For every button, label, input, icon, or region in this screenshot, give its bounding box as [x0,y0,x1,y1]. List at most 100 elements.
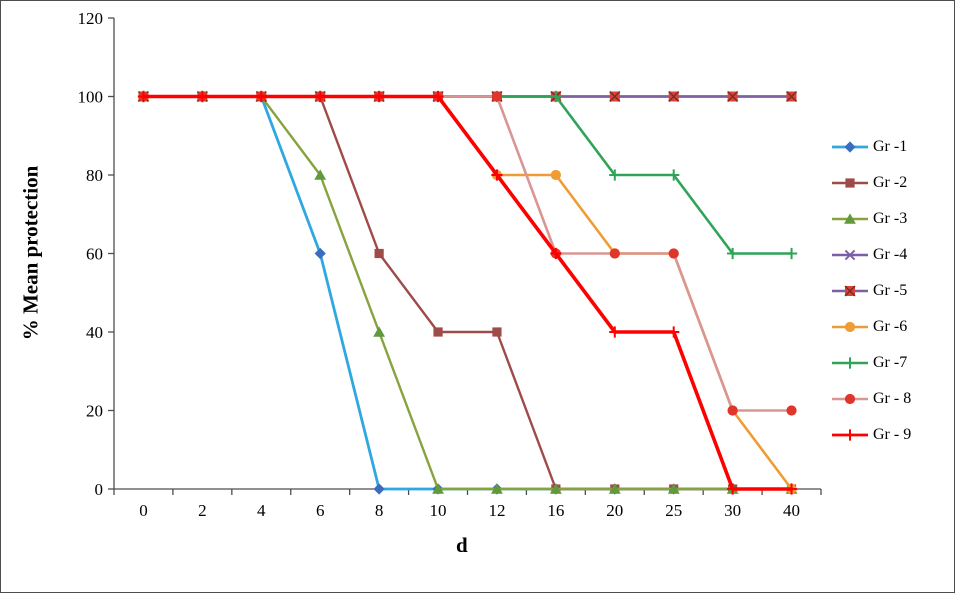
marker [668,326,680,338]
legend-item-gr-6: Gr -6 [831,309,911,345]
marker [727,90,739,103]
marker [844,357,856,369]
marker [491,91,503,102]
marker [844,249,856,261]
series-gr-1 [137,90,798,495]
marker [549,483,562,494]
legend-item-gr-4: Gr -4 [831,237,911,273]
marker [314,90,326,103]
marker [196,90,208,103]
marker [786,405,797,416]
x-tick-label: 25 [665,501,682,520]
marker [433,327,443,337]
legend-label: Gr -5 [873,282,908,299]
series-gr-6 [138,91,797,495]
legend-key-icon [832,321,868,333]
series-line-gr-8 [142,95,793,412]
legend-key-icon [832,178,868,188]
y-tick-label: 60 [86,245,103,264]
marker [255,90,267,103]
x-tick-label: 12 [488,501,505,520]
marker [786,90,798,103]
legend-key-icon [832,141,868,153]
marker [844,393,856,405]
marker [844,141,856,153]
y-tick-label: 0 [95,480,104,499]
x-tick-label: 4 [257,501,266,520]
marker [609,326,621,338]
legend-item-gr-7: Gr -7 [831,345,911,381]
series-line-gr-7 [142,95,793,255]
marker [785,247,798,260]
marker [491,483,503,494]
marker [844,213,856,224]
marker [314,169,327,180]
x-tick-label: 8 [375,501,384,520]
legend-key-icon [832,213,868,224]
x-tick-label: 2 [198,501,207,520]
marker [727,405,738,416]
y-tick-label: 40 [86,323,103,342]
x-tick-label: 30 [724,501,741,520]
legend-label: Gr -7 [873,354,908,371]
marker [432,90,444,103]
marker [668,169,680,181]
legend-item-gr-3: Gr -3 [831,201,911,237]
marker [550,90,562,103]
legend-label: Gr -3 [873,210,908,227]
marker [668,90,680,103]
marker [609,90,621,103]
series-line-gr-9 [141,94,794,491]
marker [432,483,444,494]
legend-item-gr-5: Gr -5 [831,273,911,309]
marker [845,178,855,188]
legend-item-gr-2: Gr -2 [831,165,911,201]
chart-plot-area: 0 20 40 60 80 100 120 0 2 4 6 8 10 12 16 20 25 30 40 [78,9,822,520]
marker [785,483,798,495]
marker [609,248,620,259]
marker [844,285,856,297]
marker [550,247,562,260]
x-tick-label: 6 [316,501,325,520]
marker [550,169,561,181]
legend-item-gr-9: Gr - 9 [831,417,911,453]
marker [137,90,150,103]
series-gr-8 [138,91,797,416]
legend-label: Gr - 8 [873,390,912,407]
legend: Gr -1 Gr -2 Gr -3 Gr -4 Gr -5 Gr -6 Gr -7 Gr - … [831,129,911,453]
legend-key-icon [832,429,868,441]
x-tick-label: 0 [139,501,148,520]
series-line-gr-6 [142,95,793,491]
x-tick-label: 20 [606,501,623,520]
legend-item-gr-8: Gr - 8 [831,381,911,417]
series-gr-2 [138,91,797,494]
legend-item-gr-1: Gr -1 [831,129,911,165]
legend-label: Gr - 9 [873,426,912,443]
marker [373,326,386,337]
legend-label: Gr -2 [873,174,908,191]
legend-key-icon [832,249,868,261]
series-line-gr-2 [142,95,793,491]
marker [374,248,384,259]
marker [608,483,621,494]
marker [491,169,503,181]
legend-key-icon [832,357,868,369]
y-tick-label: 100 [78,88,104,107]
legend-label: Gr -6 [873,318,908,335]
y-tick-label: 80 [86,166,103,185]
marker [314,247,326,260]
marker [844,429,856,441]
x-tick-label: 40 [783,501,800,520]
y-axis-title: % Mean protection [18,165,43,341]
marker [727,483,739,495]
legend-key-icon [832,393,868,405]
x-tick-label: 10 [430,501,447,520]
legend-label: Gr -4 [873,246,908,263]
x-axis-title: d [456,533,468,557]
marker [373,90,385,103]
marker [373,483,385,495]
marker [667,483,680,494]
legend-label: Gr -1 [873,138,908,155]
marker [844,321,856,333]
